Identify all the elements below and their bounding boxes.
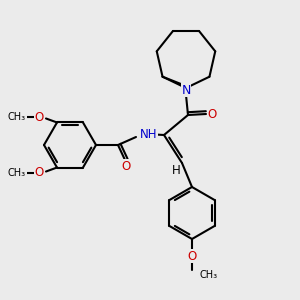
Text: N: N xyxy=(181,83,191,97)
Text: CH₃: CH₃ xyxy=(200,270,218,280)
Text: O: O xyxy=(207,107,217,121)
Text: O: O xyxy=(188,250,196,262)
Text: CH₃: CH₃ xyxy=(8,167,26,178)
Text: H: H xyxy=(172,164,180,176)
Text: O: O xyxy=(34,111,43,124)
Text: O: O xyxy=(34,166,43,179)
Text: CH₃: CH₃ xyxy=(8,112,26,122)
Text: O: O xyxy=(122,160,130,172)
Text: NH: NH xyxy=(140,128,158,140)
